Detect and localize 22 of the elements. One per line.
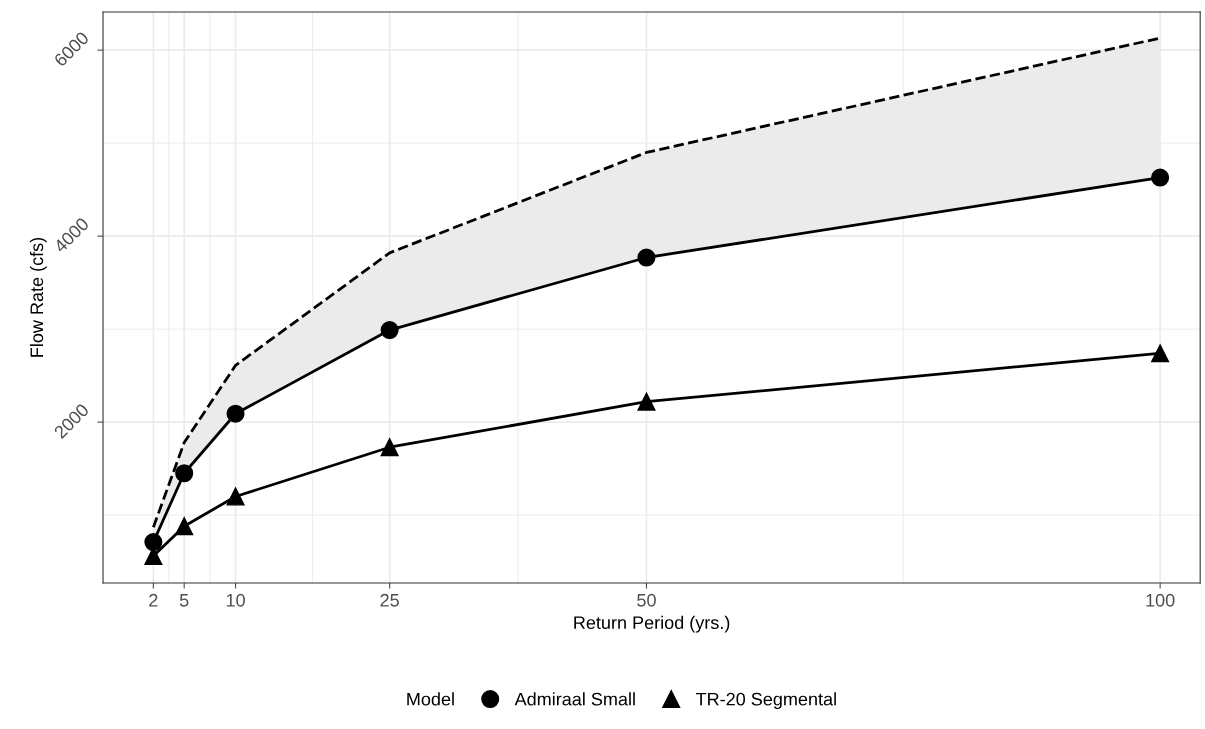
x-tick-label: 10 bbox=[226, 593, 245, 607]
point bbox=[380, 321, 399, 340]
y-axis-title: Flow Rate (cfs) bbox=[29, 237, 47, 357]
point bbox=[175, 517, 194, 536]
point bbox=[380, 438, 399, 457]
point bbox=[226, 404, 245, 423]
x-tick-label: 100 bbox=[1146, 593, 1175, 607]
point bbox=[637, 392, 656, 411]
x-tick-label: 5 bbox=[179, 594, 189, 607]
point bbox=[144, 533, 163, 552]
point bbox=[1151, 344, 1170, 363]
legend-title: Model bbox=[407, 692, 454, 706]
legend-label: Admiraal Small bbox=[514, 692, 635, 706]
x-axis-title: Return Period (yrs.) bbox=[574, 615, 730, 633]
point bbox=[175, 464, 194, 483]
point bbox=[226, 487, 245, 506]
x-tick-label: 25 bbox=[380, 593, 399, 607]
x-tick-label: 2 bbox=[149, 593, 158, 607]
point bbox=[1151, 168, 1170, 187]
x-tick-label: 50 bbox=[637, 593, 656, 607]
legend-label: TR-20 Segmental bbox=[695, 692, 836, 710]
point bbox=[637, 248, 656, 267]
